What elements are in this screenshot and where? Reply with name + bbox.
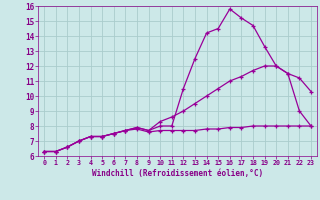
X-axis label: Windchill (Refroidissement éolien,°C): Windchill (Refroidissement éolien,°C) [92, 169, 263, 178]
